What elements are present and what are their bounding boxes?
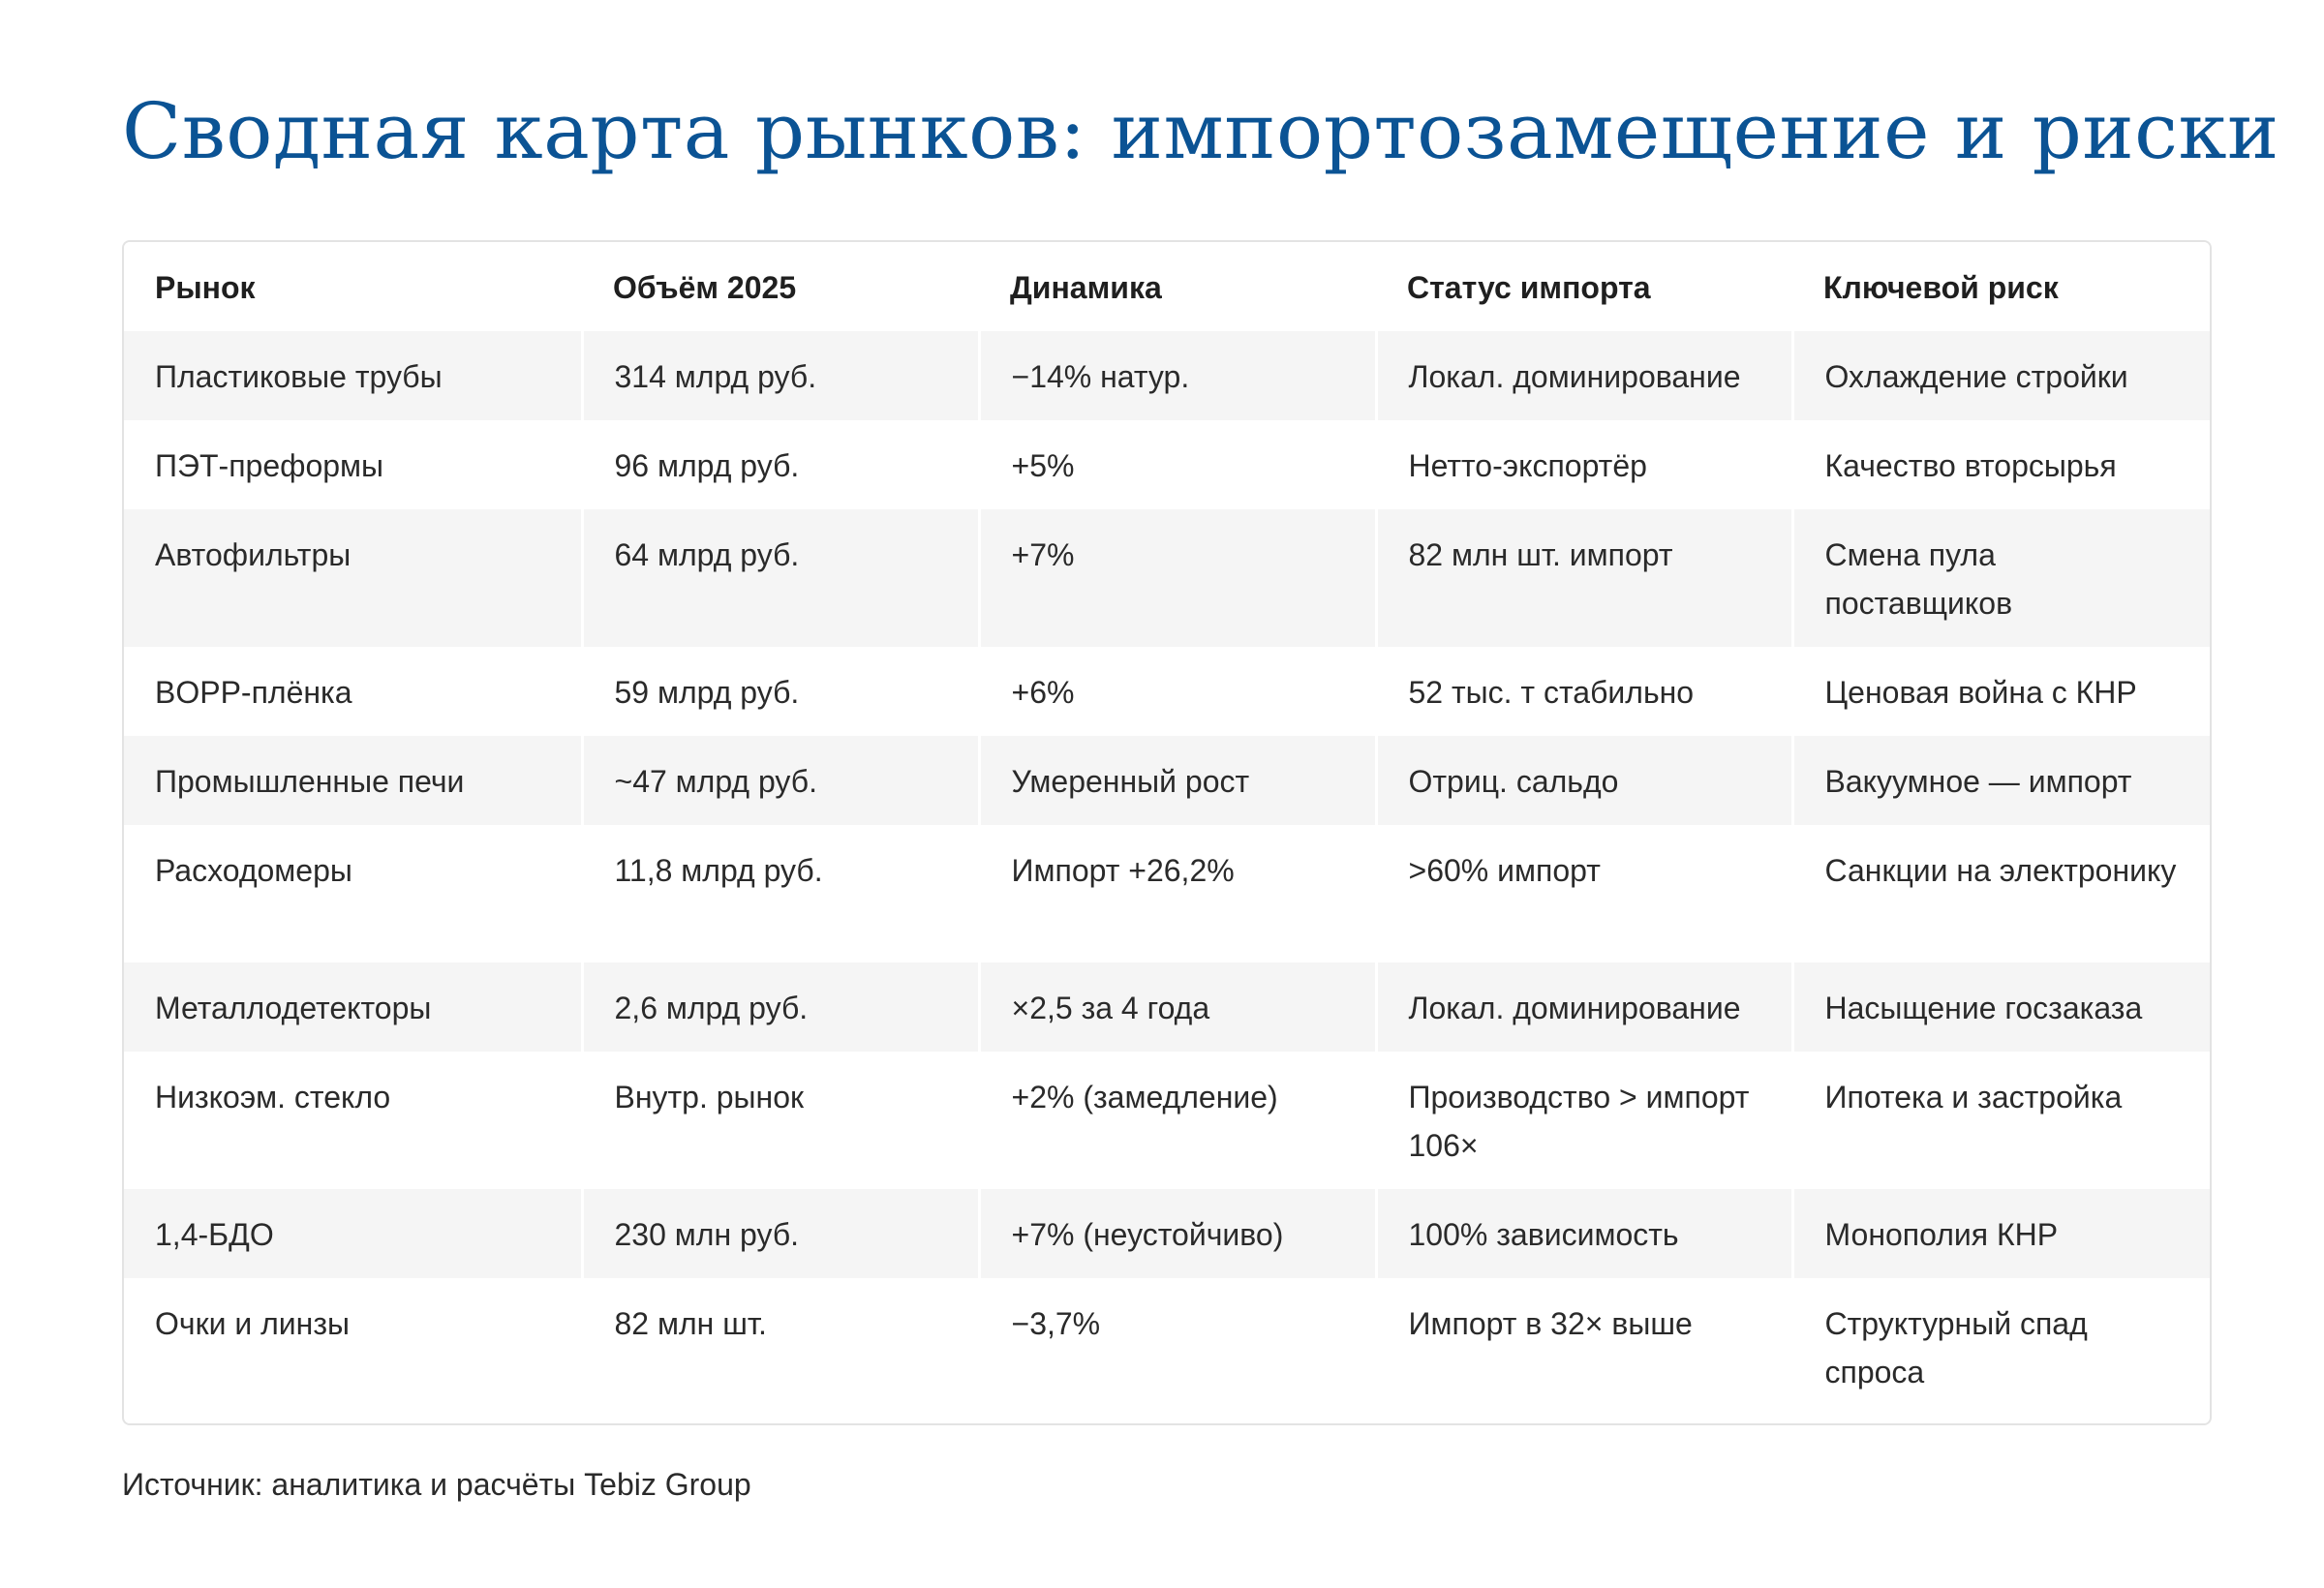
cell-import-status: Производство > импорт 106×	[1374, 1052, 1792, 1189]
cell-market: Промышленные печи	[124, 736, 582, 825]
cell-key-risk: Вакуумное — импорт	[1790, 736, 2210, 825]
page-title: Сводная карта рынков: импортозамещение и…	[122, 86, 2279, 176]
cell-key-risk: Монополия КНР	[1790, 1189, 2210, 1278]
cell-key-risk: Ипотека и застройка	[1790, 1052, 2210, 1189]
cell-import-status: Импорт в 32× выше	[1374, 1278, 1792, 1416]
cell-volume: 314 млрд руб.	[580, 331, 979, 420]
header-dynamics: Динамика	[979, 242, 1376, 331]
cell-import-status: >60% импорт	[1374, 825, 1792, 962]
cell-import-status: 82 млн шт. импорт	[1374, 509, 1792, 647]
table-row: ПЭТ-преформы 96 млрд руб. +5% Нетто-эксп…	[124, 420, 2210, 509]
cell-volume: ~47 млрд руб.	[580, 736, 979, 825]
cell-dynamics: +2% (замедление)	[977, 1052, 1376, 1189]
cell-dynamics: ×2,5 за 4 года	[977, 962, 1376, 1052]
cell-key-risk: Охлаждение стройки	[1790, 331, 2210, 420]
cell-key-risk: Структурный спад спроса	[1790, 1278, 2210, 1416]
header-key-risk: Ключевой риск	[1792, 242, 2210, 331]
cell-import-status: Нетто-экспортёр	[1374, 420, 1792, 509]
table-row: Низкоэм. стекло Внутр. рынок +2% (замедл…	[124, 1052, 2210, 1189]
cell-dynamics: +7%	[977, 509, 1376, 647]
cell-volume: 11,8 млрд руб.	[580, 825, 979, 962]
cell-market: Автофильтры	[124, 509, 582, 647]
cell-key-risk: Смена пула поставщиков	[1790, 509, 2210, 647]
cell-market: 1,4-БДО	[124, 1189, 582, 1278]
header-volume: Объём 2025	[582, 242, 979, 331]
cell-key-risk: Насыщение госзаказа	[1790, 962, 2210, 1052]
table-row: Очки и линзы 82 млн шт. −3,7% Импорт в 3…	[124, 1278, 2210, 1416]
table-row: Пластиковые трубы 314 млрд руб. −14% нат…	[124, 331, 2210, 420]
table-row: Автофильтры 64 млрд руб. +7% 82 млн шт. …	[124, 509, 2210, 647]
cell-dynamics: Умеренный рост	[977, 736, 1376, 825]
cell-key-risk: Ценовая война с КНР	[1790, 647, 2210, 736]
cell-market: ПЭТ-преформы	[124, 420, 582, 509]
cell-dynamics: −14% натур.	[977, 331, 1376, 420]
cell-volume: 82 млн шт.	[580, 1278, 979, 1416]
cell-volume: 96 млрд руб.	[580, 420, 979, 509]
markets-table-card: Рынок Объём 2025 Динамика Статус импорта…	[122, 240, 2212, 1425]
cell-import-status: Локал. доминирование	[1374, 331, 1792, 420]
cell-market: Металлодетекторы	[124, 962, 582, 1052]
cell-dynamics: −3,7%	[977, 1278, 1376, 1416]
cell-dynamics: +7% (неустойчиво)	[977, 1189, 1376, 1278]
cell-volume: 59 млрд руб.	[580, 647, 979, 736]
cell-volume: Внутр. рынок	[580, 1052, 979, 1189]
cell-import-status: Отриц. сальдо	[1374, 736, 1792, 825]
cell-volume: 2,6 млрд руб.	[580, 962, 979, 1052]
cell-import-status: Локал. доминирование	[1374, 962, 1792, 1052]
source-note: Источник: аналитика и расчёты Tebiz Grou…	[122, 1467, 751, 1502]
cell-dynamics: Импорт +26,2%	[977, 825, 1376, 962]
cell-market: Очки и линзы	[124, 1278, 582, 1416]
table-row: Металлодетекторы 2,6 млрд руб. ×2,5 за 4…	[124, 962, 2210, 1052]
cell-volume: 230 млн руб.	[580, 1189, 979, 1278]
cell-market: BOPP-плёнка	[124, 647, 582, 736]
cell-key-risk: Санкции на электронику	[1790, 825, 2210, 962]
table-row: Расходомеры 11,8 млрд руб. Импорт +26,2%…	[124, 825, 2210, 962]
table-row: 1,4-БДО 230 млн руб. +7% (неустойчиво) 1…	[124, 1189, 2210, 1278]
cell-market: Расходомеры	[124, 825, 582, 962]
cell-volume: 64 млрд руб.	[580, 509, 979, 647]
cell-market: Пластиковые трубы	[124, 331, 582, 420]
markets-table: Рынок Объём 2025 Динамика Статус импорта…	[124, 242, 2210, 1416]
cell-import-status: 52 тыс. т стабильно	[1374, 647, 1792, 736]
header-import-status: Статус импорта	[1376, 242, 1792, 331]
cell-key-risk: Качество вторсырья	[1790, 420, 2210, 509]
table-row: Промышленные печи ~47 млрд руб. Умеренны…	[124, 736, 2210, 825]
table-row: BOPP-плёнка 59 млрд руб. +6% 52 тыс. т с…	[124, 647, 2210, 736]
table-header-row: Рынок Объём 2025 Динамика Статус импорта…	[124, 242, 2210, 331]
cell-dynamics: +6%	[977, 647, 1376, 736]
cell-dynamics: +5%	[977, 420, 1376, 509]
cell-market: Низкоэм. стекло	[124, 1052, 582, 1189]
cell-import-status: 100% зависимость	[1374, 1189, 1792, 1278]
header-market: Рынок	[124, 242, 582, 331]
